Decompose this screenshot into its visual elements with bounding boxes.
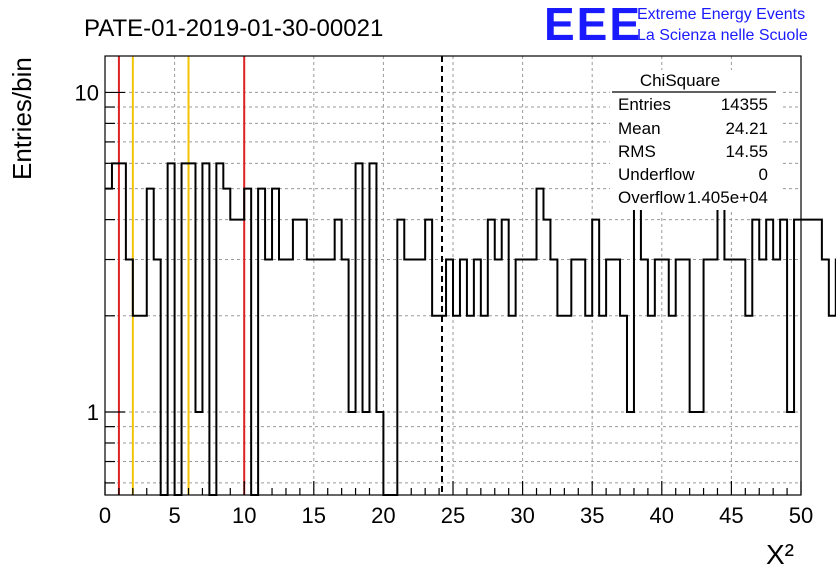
y-tick-label: 10 [75, 80, 99, 105]
logo-line-2: La Scienza nelle Scuole [637, 27, 808, 44]
y-tick-label: 1 [87, 400, 99, 425]
x-tick-label: 25 [441, 503, 465, 528]
x-axis: 0 5 10 15 20 25 30 35 40 45 50 [99, 481, 813, 528]
eee-logo: EEE [544, 0, 642, 50]
stats-row-value: 14355 [721, 95, 768, 114]
x-tick-label: 30 [510, 503, 534, 528]
run-title: PATE-01-2019-01-30-00021 [84, 15, 383, 42]
x-tick-label: 0 [99, 503, 111, 528]
y-axis-label: Entries/bin [7, 57, 37, 180]
x-tick-label: 40 [650, 503, 674, 528]
stats-row-value: 24.21 [725, 119, 768, 138]
stats-row-label: RMS [618, 142, 656, 161]
stats-box: ChiSquare Entries 14355 Mean 24.21 RMS 1… [610, 70, 780, 210]
x-tick-label: 5 [168, 503, 180, 528]
stats-box-background [610, 70, 780, 210]
x-tick-label: 45 [719, 503, 743, 528]
stats-box-title: ChiSquare [640, 71, 720, 90]
stats-row-label: Entries [618, 95, 671, 114]
x-tick-label: 35 [580, 503, 604, 528]
stats-row-label: Mean [618, 119, 661, 138]
x-tick-label: 50 [789, 503, 813, 528]
stats-row-value: 1.405e+04 [687, 188, 768, 207]
x-tick-label: 15 [302, 503, 326, 528]
x-axis-label: X² [766, 539, 794, 570]
x-tick-label: 20 [371, 503, 395, 528]
x-tick-label: 10 [232, 503, 256, 528]
stats-row-value: 14.55 [725, 142, 768, 161]
stats-row-label: Overflow [618, 188, 686, 207]
logo-line-1: Extreme Energy Events [637, 6, 805, 23]
stats-row-label: Underflow [618, 165, 695, 184]
y-axis: 1 10 [75, 80, 125, 484]
stats-row-value: 0 [759, 165, 768, 184]
